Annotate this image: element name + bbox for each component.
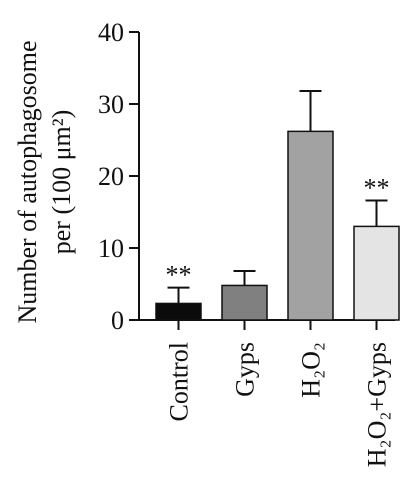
y-tick-label: 30 <box>98 90 124 119</box>
plot-area: 0 10 20 30 40 ** Control Gyps H₂O₂ ** H₂O₂+Gyps <box>98 18 400 467</box>
significance-annotation: ** <box>166 261 192 290</box>
y-tick-label: 40 <box>98 18 124 47</box>
bar <box>353 225 400 321</box>
x-tick-label: H₂O₂+Gyps <box>363 342 392 467</box>
significance-annotation: ** <box>364 173 390 202</box>
y-tick-label: 10 <box>98 234 124 263</box>
x-tick-label: H₂O₂ <box>297 342 326 398</box>
y-tick-label: 20 <box>98 162 124 191</box>
y-axis-label-line2: per (100 μm²) <box>47 110 76 254</box>
x-tick-label: Gyps <box>231 342 260 397</box>
bar <box>221 284 268 321</box>
bar <box>155 302 202 321</box>
y-axis-label-line1: Number of autophagosome <box>13 40 42 323</box>
x-tick-label: Control <box>165 342 194 421</box>
bar <box>287 130 334 321</box>
y-tick-label: 0 <box>111 306 124 335</box>
